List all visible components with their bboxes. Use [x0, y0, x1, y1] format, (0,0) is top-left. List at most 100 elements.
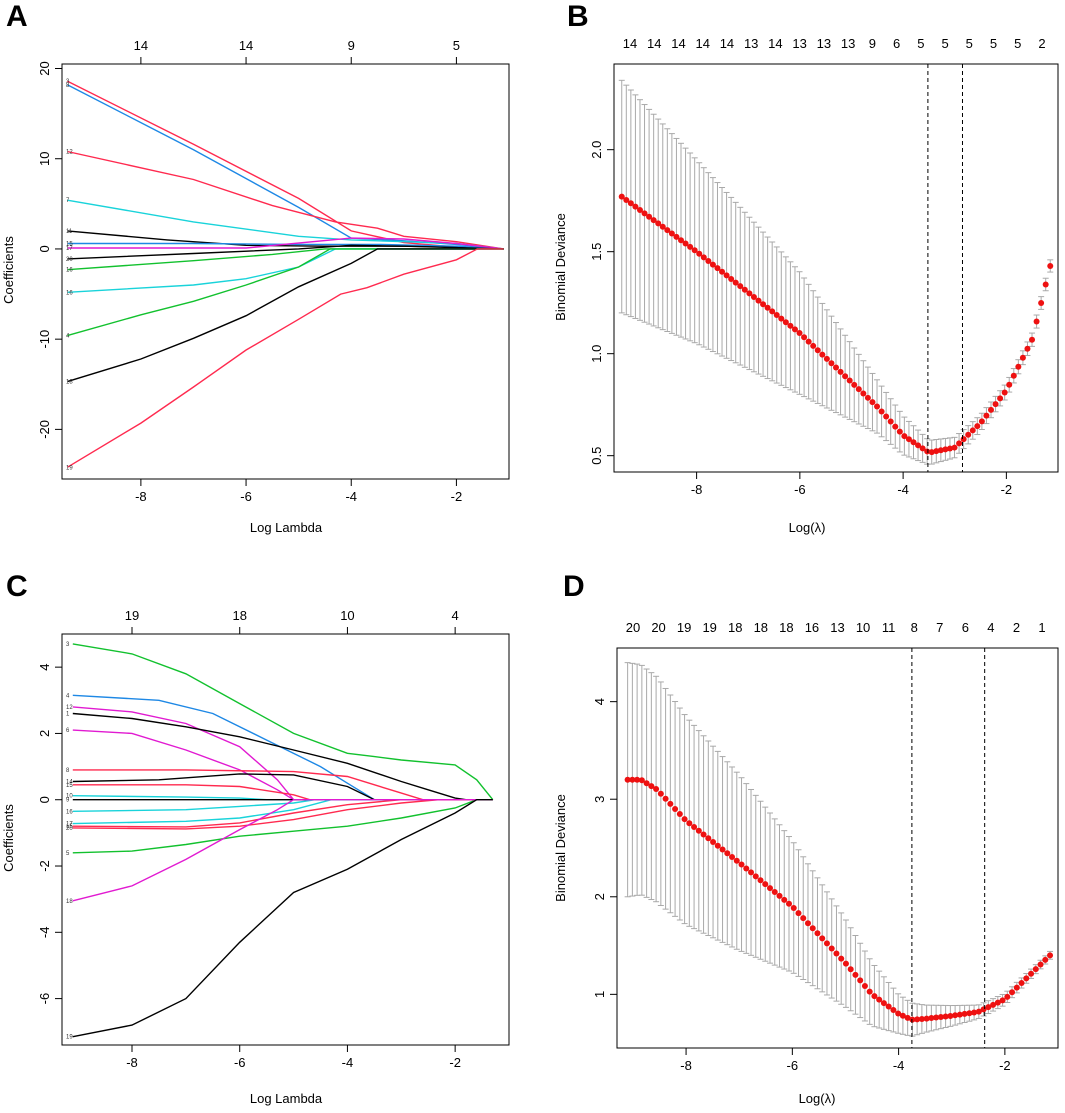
y-tick-label: 10	[37, 151, 52, 165]
y-tick-label: 3	[592, 796, 607, 803]
cv-point	[769, 308, 776, 315]
cv-point	[681, 816, 688, 823]
cv-point	[864, 394, 871, 401]
top-count-label: 20	[626, 620, 640, 635]
cv-point	[919, 445, 926, 452]
coefficient-path	[67, 248, 504, 337]
top-count-label: 2	[1013, 620, 1020, 635]
cv-point	[776, 892, 783, 899]
cv-point	[791, 326, 798, 333]
coefficient-path	[66, 248, 504, 468]
cv-point	[623, 196, 630, 203]
cv-point	[1033, 318, 1040, 325]
cv-point	[901, 433, 908, 440]
cv-point	[975, 1008, 982, 1015]
cv-point	[892, 423, 899, 430]
y-tick-label: 0.5	[589, 447, 604, 465]
x-tick-label: -2	[451, 489, 463, 504]
y-tick-label: -20	[37, 420, 52, 439]
top-count-label: 18	[232, 608, 246, 623]
cv-point	[714, 265, 721, 272]
cv-point	[668, 230, 675, 237]
path-label: 20	[66, 826, 73, 832]
coefficient-path	[67, 248, 504, 383]
y-tick-label: 2	[37, 730, 52, 737]
cv-point	[880, 1000, 887, 1007]
path-label: 3	[66, 642, 70, 648]
x-tick-label: -8	[126, 1055, 138, 1070]
cv-point	[946, 445, 953, 452]
top-count-label: 2	[1038, 36, 1045, 51]
cv-point	[923, 1015, 930, 1022]
cv-point	[928, 449, 935, 456]
cv-point	[1042, 281, 1049, 288]
cv-point	[910, 439, 917, 446]
cv-point	[937, 447, 944, 454]
panel-b: B Log(λ) Binomial Deviance -8 -6 -4 -2 0.5 1.…	[553, 0, 1059, 535]
cv-point	[771, 889, 778, 896]
cv-point	[634, 776, 641, 783]
cv-point	[696, 250, 703, 257]
y-tick-label: 2.0	[589, 141, 604, 159]
coefficient-path	[67, 242, 504, 250]
top-count-label: 13	[792, 36, 806, 51]
top-count-label: 14	[720, 36, 734, 51]
cv-point	[686, 820, 693, 827]
cv-point	[810, 342, 817, 349]
top-count-label: 19	[702, 620, 716, 635]
cv-point	[1028, 970, 1035, 977]
cv-point	[627, 200, 634, 207]
panel-letter-a: A	[6, 0, 28, 33]
panel-c-ylabel: Coefficients	[1, 804, 16, 872]
cv-point	[629, 776, 636, 783]
panel-d-ylabel: Binomial Deviance	[553, 794, 568, 902]
cv-point	[904, 1014, 911, 1021]
path-label: 14	[66, 779, 73, 785]
panel-B-plot-frame	[613, 63, 1059, 473]
top-count-label: 14	[647, 36, 661, 51]
cv-point	[978, 418, 985, 425]
cv-point	[833, 364, 839, 371]
cv-point	[1001, 389, 1008, 396]
top-count-label: 9	[869, 36, 876, 51]
top-count-label: 5	[917, 36, 924, 51]
cv-point	[1023, 975, 1030, 982]
x-tick-label: -6	[240, 489, 252, 504]
top-count-label: 14	[768, 36, 782, 51]
top-count-label: 5	[941, 36, 948, 51]
cv-point	[643, 780, 650, 787]
panel-c: C Log Lambda Coefficients 34121681415109…	[1, 570, 510, 1106]
panel-letter-c: C	[6, 570, 28, 603]
cv-point	[814, 347, 821, 354]
cv-point	[738, 861, 745, 868]
top-count-label: 4	[452, 608, 459, 623]
cv-point	[728, 275, 735, 282]
top-count-label: 7	[936, 620, 943, 635]
cv-point	[648, 783, 655, 790]
y-tick-label: -6	[37, 993, 52, 1005]
cv-point	[705, 835, 712, 842]
cv-point	[746, 290, 753, 297]
cv-point	[796, 330, 803, 337]
x-tick-label: -8	[135, 489, 147, 504]
coefficient-path	[72, 799, 493, 854]
cv-point	[1009, 989, 1016, 996]
cv-point	[951, 444, 958, 451]
coefficient-path	[72, 712, 493, 801]
path-label: 10	[66, 794, 73, 800]
top-count-label: 14	[671, 36, 685, 51]
top-count-label: 11	[882, 620, 896, 635]
cv-point	[653, 786, 660, 793]
cv-point	[869, 399, 876, 406]
cv-point	[1024, 345, 1031, 352]
cv-point	[700, 254, 707, 261]
cv-point	[732, 279, 739, 286]
top-count-label: 19	[125, 608, 139, 623]
cv-point	[781, 896, 788, 903]
cv-point	[914, 1016, 921, 1023]
cv-point	[937, 1014, 944, 1021]
coefficient-path	[67, 150, 504, 250]
cv-point	[915, 442, 922, 449]
